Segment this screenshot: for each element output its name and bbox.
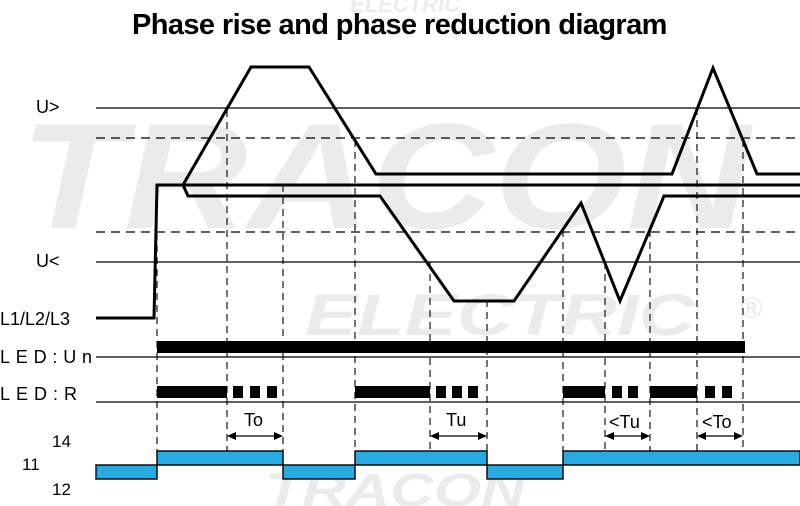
timer-to-label: To xyxy=(244,410,263,430)
led-r-blink-segment xyxy=(705,386,715,398)
upper-threshold-label: U> xyxy=(36,97,60,117)
led-r-blink-segment xyxy=(628,386,638,398)
led-r-blink-segment xyxy=(250,386,260,398)
rising-phase-trace xyxy=(96,63,800,320)
watermark-sub-top: ELECTRIC xyxy=(350,0,461,17)
phase-waveforms xyxy=(96,63,800,320)
relay-state-no xyxy=(354,450,488,466)
relay-contacts xyxy=(95,450,800,480)
phases-label: L1/L2/L3 xyxy=(0,309,70,329)
led-r-blink-segment xyxy=(468,386,478,398)
timing-arrows xyxy=(227,432,743,440)
watermark-sub: ELECTRIC xyxy=(305,283,696,348)
labels: U> U< L1/L2/L3 LED:Un LED:R To Tu <Tu <T… xyxy=(0,97,732,499)
contact-common-label: 11 xyxy=(22,455,40,474)
led-r-blink-segment xyxy=(233,386,243,398)
led-un-label: LED:Un xyxy=(0,347,92,367)
timer-lt-to-label: <To xyxy=(702,412,732,432)
led-r-blink-segment xyxy=(452,386,462,398)
relay-state-no xyxy=(156,450,284,466)
led-r-pattern xyxy=(157,386,732,398)
diagram-title: Phase rise and phase reduction diagram xyxy=(132,9,667,41)
led-r-blink-segment xyxy=(722,386,732,398)
falling-phase-trace xyxy=(181,184,800,305)
led-r-solid-segment xyxy=(650,386,697,398)
timer-lt-tu-label: <Tu xyxy=(609,412,640,432)
watermark-brand: TRACON xyxy=(20,92,753,260)
relay-state-nc xyxy=(486,464,564,480)
led-r-blink-segment xyxy=(267,386,277,398)
led-r-label: LED:R xyxy=(0,384,77,404)
led-r-solid-segment xyxy=(157,386,227,398)
led-r-blink-segment xyxy=(436,386,446,398)
led-r-solid-segment xyxy=(563,386,605,398)
reference-lines xyxy=(96,107,800,403)
contact-no-label: 14 xyxy=(52,432,71,451)
watermark: TRACON ELECTRIC ® ELECTRIC TRACON xyxy=(20,0,763,506)
relay-state-nc xyxy=(282,464,356,480)
led-r-blink-segment xyxy=(612,386,622,398)
timer-tu-label: Tu xyxy=(446,410,466,430)
relay-state-nc xyxy=(95,464,158,480)
led-r-solid-segment xyxy=(355,386,430,398)
led-un-bar xyxy=(157,341,745,353)
lower-threshold-label: U< xyxy=(36,251,60,271)
watermark-reg: ® xyxy=(740,292,763,325)
relay-state-no xyxy=(562,450,800,466)
contact-nc-label: 12 xyxy=(52,480,71,499)
